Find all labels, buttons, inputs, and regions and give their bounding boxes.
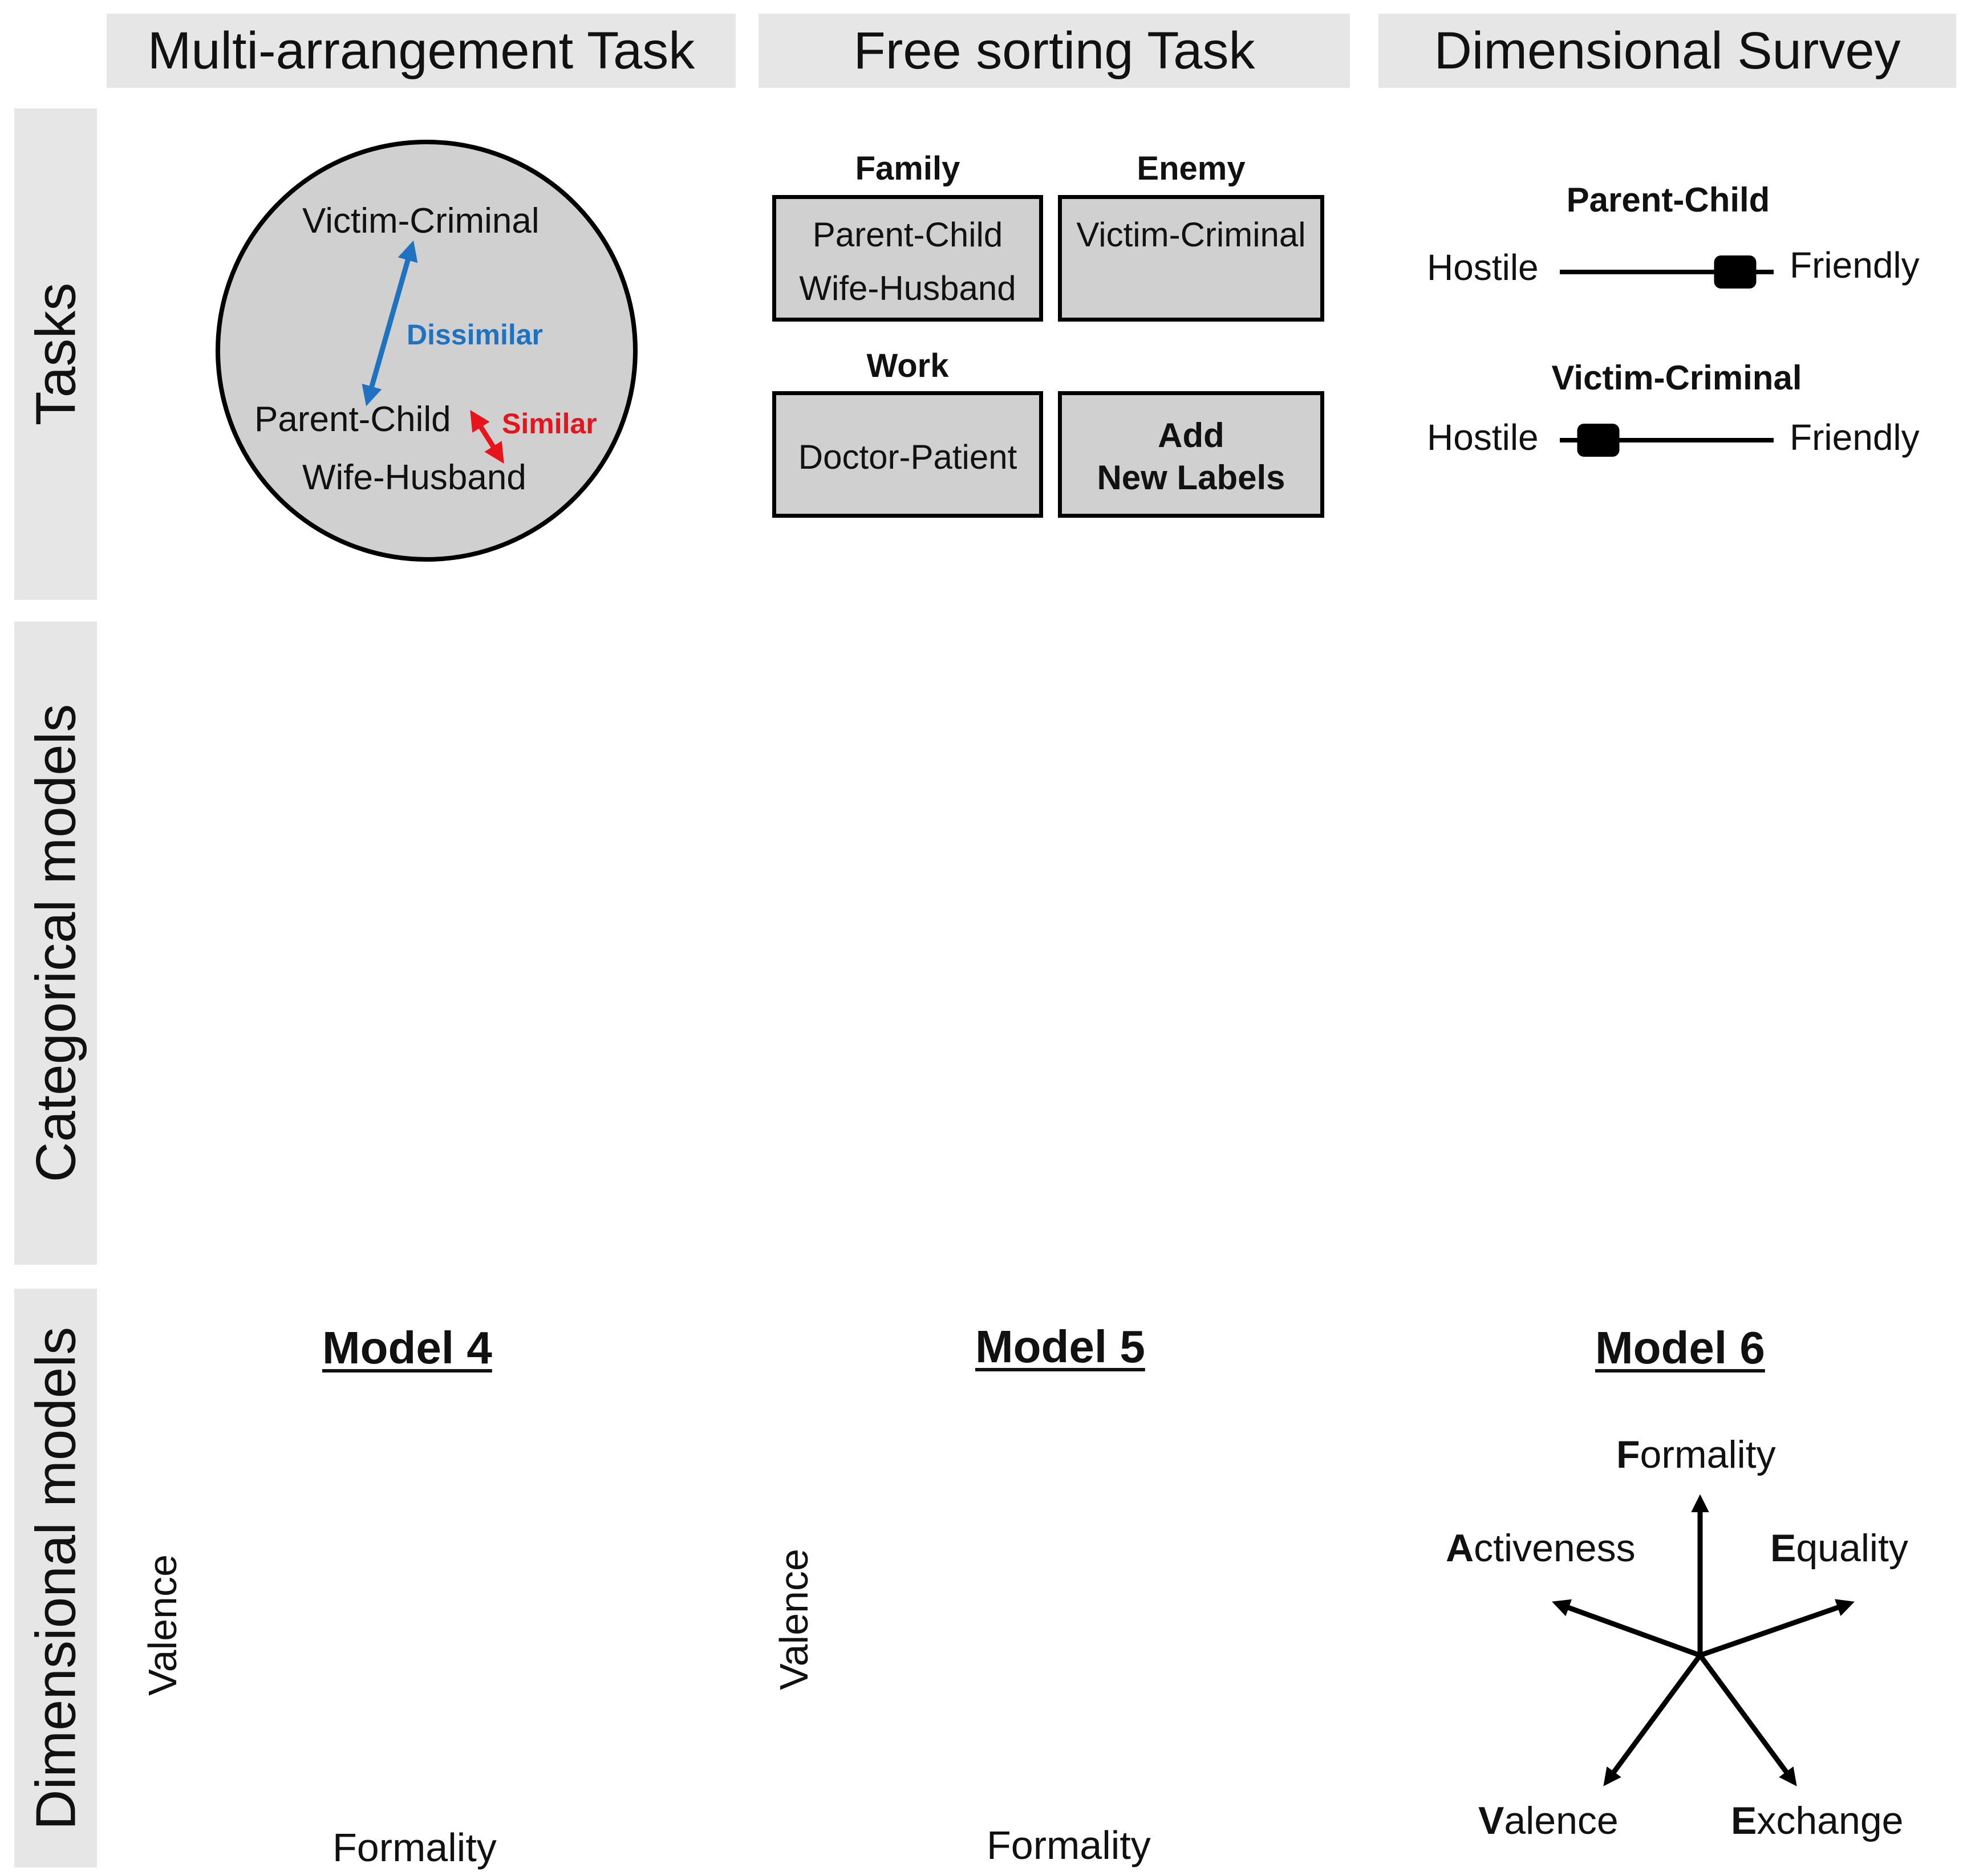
sort-item-parent-child: Parent-Child bbox=[812, 216, 1003, 254]
sort-item-doctor-patient: Doctor-Patient bbox=[798, 438, 1017, 476]
dissimilar-label: Dissimilar bbox=[407, 319, 544, 351]
survey-right-label-1: Friendly bbox=[1790, 245, 1920, 286]
slider-thumb-victim-criminal bbox=[1577, 424, 1620, 457]
sort-box-enemy[interactable]: Victim-Criminal bbox=[1058, 195, 1324, 322]
arena-item-parent-child: Parent-Child bbox=[254, 400, 451, 439]
model6-label-valence: Valence bbox=[1478, 1799, 1619, 1842]
model4-title: Model 4 bbox=[322, 1322, 492, 1373]
sort-box-work[interactable]: Doctor-Patient bbox=[772, 391, 1043, 518]
dissimilar-arrow bbox=[362, 240, 418, 407]
slider-thumb-parent-child bbox=[1714, 255, 1757, 289]
header-multi-arrangement: Multi-arrangement Task bbox=[107, 14, 736, 88]
add-label-line-1: Add bbox=[1158, 416, 1224, 454]
model6-axis-exchange bbox=[1698, 1654, 1797, 1786]
model5-title: Model 5 bbox=[975, 1321, 1145, 1372]
arena-item-wife-husband: Wife-Husband bbox=[302, 458, 526, 497]
row-label-dimensional-models: Dimensional models bbox=[14, 1289, 97, 1867]
model4-ylabel: Valence bbox=[140, 1554, 185, 1696]
group-label-family: Family bbox=[855, 150, 960, 187]
model6-axis-activeness bbox=[1552, 1599, 1701, 1658]
model5-ylabel: Valence bbox=[772, 1549, 816, 1690]
model4-xlabel: Formality bbox=[332, 1825, 497, 1870]
row-label-tasks: Tasks bbox=[14, 108, 97, 600]
model6-title: Model 6 bbox=[1595, 1322, 1765, 1373]
add-label-line-2: New Labels bbox=[1097, 458, 1285, 497]
model6-label-exchange: Exchange bbox=[1731, 1799, 1904, 1842]
sort-item-victim-criminal: Victim-Criminal bbox=[1076, 216, 1306, 254]
row-label-categorical-models: Categorical models bbox=[14, 622, 97, 1265]
add-new-labels-button[interactable]: Add New Labels bbox=[1058, 391, 1324, 518]
survey-left-label-2: Hostile bbox=[1427, 417, 1539, 458]
model5-xlabel: Formality bbox=[987, 1823, 1151, 1867]
similar-arrow bbox=[470, 409, 504, 464]
model6-label-equality: Equality bbox=[1770, 1526, 1908, 1570]
survey-left-label-1: Hostile bbox=[1427, 247, 1539, 288]
arrangement-arena bbox=[216, 140, 638, 562]
survey-title-victim-criminal: Victim-Criminal bbox=[1551, 359, 1802, 397]
arena-item-victim-criminal: Victim-Criminal bbox=[302, 201, 540, 241]
model6-label-activeness: Activeness bbox=[1446, 1526, 1636, 1570]
model6-axis-valence bbox=[1603, 1654, 1702, 1786]
similar-label: Similar bbox=[502, 408, 597, 440]
sort-item-wife-husband: Wife-Husband bbox=[799, 269, 1016, 307]
model6-axis-equality bbox=[1699, 1599, 1855, 1658]
header-free-sorting: Free sorting Task bbox=[759, 14, 1350, 88]
survey-right-label-2: Friendly bbox=[1790, 417, 1920, 458]
sort-box-family[interactable]: Parent-Child Wife-Husband bbox=[772, 195, 1043, 322]
model6-label-formality: Formality bbox=[1616, 1433, 1776, 1476]
survey-title-parent-child: Parent-Child bbox=[1566, 181, 1770, 219]
group-label-work: Work bbox=[866, 347, 949, 384]
group-label-enemy: Enemy bbox=[1137, 150, 1246, 187]
header-dimensional-survey: Dimensional Survey bbox=[1378, 14, 1956, 88]
